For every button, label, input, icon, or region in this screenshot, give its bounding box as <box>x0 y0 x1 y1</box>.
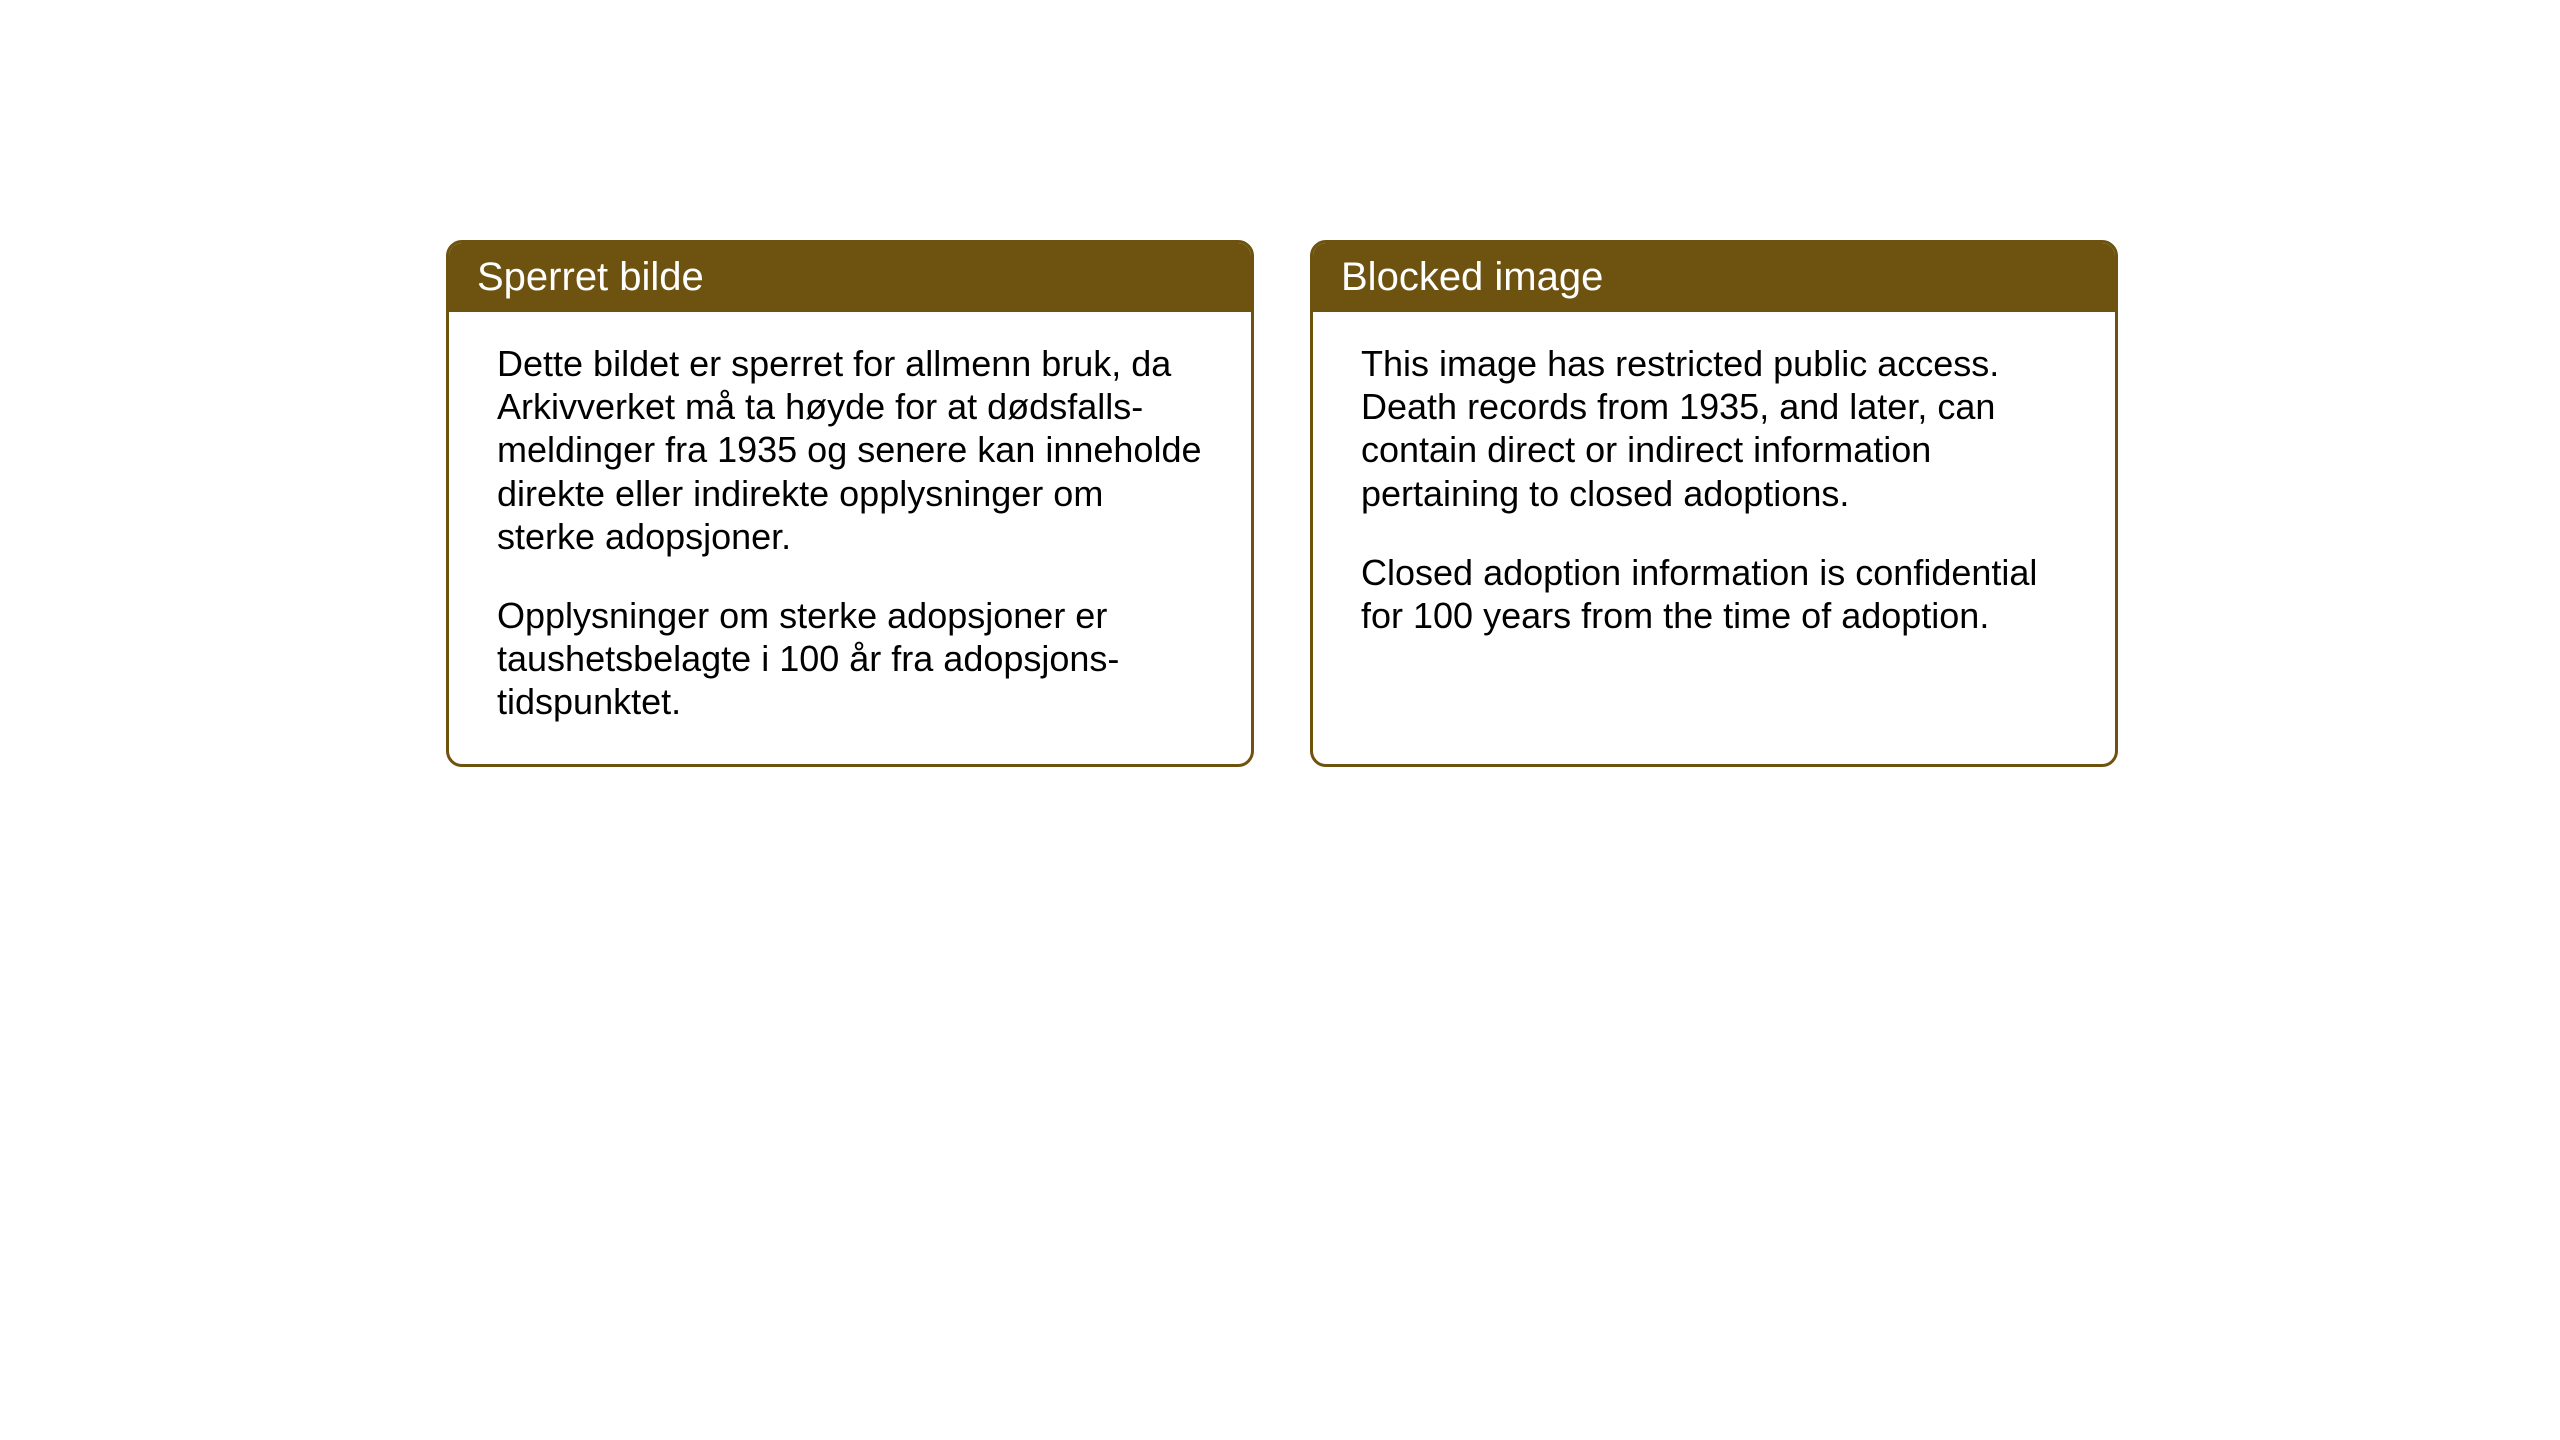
notice-paragraph-1-norwegian: Dette bildet er sperret for allmenn bruk… <box>497 342 1203 558</box>
notice-body-english: This image has restricted public access.… <box>1313 312 2115 712</box>
notice-title-norwegian: Sperret bilde <box>477 255 704 299</box>
notice-paragraph-1-english: This image has restricted public access.… <box>1361 342 2067 515</box>
notice-paragraph-2-english: Closed adoption information is confident… <box>1361 551 2067 637</box>
notice-body-norwegian: Dette bildet er sperret for allmenn bruk… <box>449 312 1251 764</box>
notice-paragraph-2-norwegian: Opplysninger om sterke adopsjoner er tau… <box>497 594 1203 724</box>
notice-card-norwegian: Sperret bilde Dette bildet er sperret fo… <box>446 240 1254 767</box>
notice-header-english: Blocked image <box>1313 243 2115 312</box>
notice-card-english: Blocked image This image has restricted … <box>1310 240 2118 767</box>
notice-container: Sperret bilde Dette bildet er sperret fo… <box>446 240 2118 767</box>
notice-header-norwegian: Sperret bilde <box>449 243 1251 312</box>
notice-title-english: Blocked image <box>1341 255 1603 299</box>
